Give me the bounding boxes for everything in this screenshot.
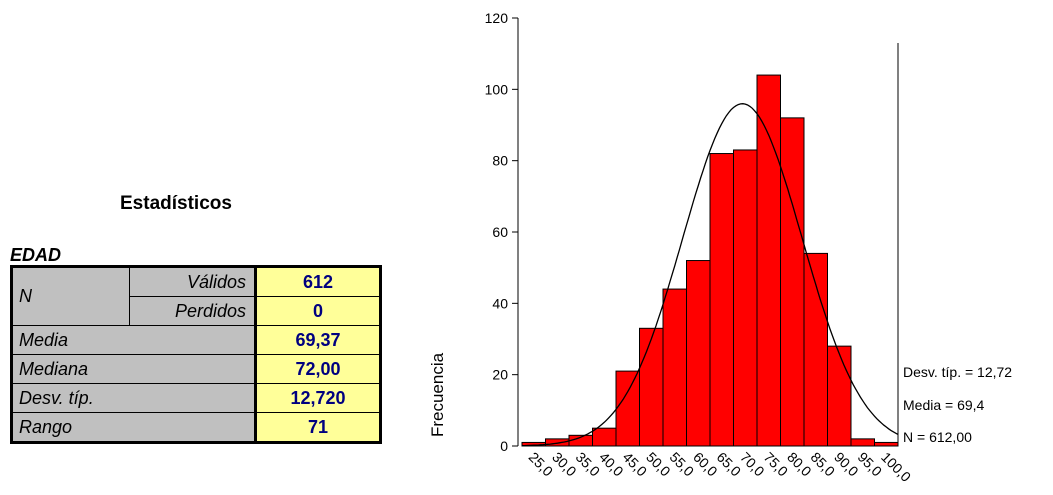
- y-axis-label: Frecuencia: [428, 352, 447, 437]
- histogram-bar: [615, 370, 640, 447]
- validos-value: 612: [254, 266, 381, 297]
- n-label: N: [11, 266, 130, 326]
- x-tick-label: 45,0: [620, 449, 651, 480]
- y-tick-label: 40: [492, 295, 508, 311]
- perdidos-label: Perdidos: [129, 296, 256, 326]
- desv-label: Desv. típ.: [11, 383, 256, 413]
- histogram-bar: [592, 427, 617, 447]
- normal-curve: [522, 103, 899, 447]
- bars: [521, 43, 899, 447]
- x-tick-label: 75,0: [761, 449, 792, 480]
- x-tick-label: 50,0: [643, 449, 674, 480]
- histogram-bar: [733, 149, 758, 447]
- perdidos-value: 0: [254, 296, 381, 326]
- y-tick-label: 120: [485, 10, 509, 26]
- table-row: Rango 71: [11, 412, 381, 443]
- rango-value: 71: [254, 412, 381, 443]
- histogram-bar: [780, 117, 805, 447]
- x-tick-label: 70,0: [737, 449, 768, 480]
- y-tick-label: 80: [492, 153, 508, 169]
- y-tick-label: 100: [485, 81, 509, 97]
- y-tick-label: 20: [492, 367, 508, 383]
- histogram-bar: [709, 153, 734, 447]
- legend-entry: N = 612,00: [903, 429, 972, 445]
- histogram-bar: [686, 260, 711, 447]
- x-tick-label: 25,0: [526, 449, 557, 480]
- histogram-bar: [639, 327, 664, 447]
- histogram-bar: [756, 74, 781, 447]
- statistics-table: N Válidos 612 Perdidos 0 Media 69,37 Med…: [10, 265, 382, 444]
- histogram-bar: [827, 345, 852, 447]
- desv-value: 12,720: [254, 383, 381, 413]
- x-tick-label: 95,0: [855, 449, 886, 480]
- y-axis: 0 20 40 60 80 100 120: [485, 10, 519, 454]
- validos-label: Válidos: [129, 266, 256, 297]
- mediana-label: Mediana: [11, 354, 256, 384]
- x-tick-label: 85,0: [808, 449, 839, 480]
- x-tick-label: 65,0: [714, 449, 745, 480]
- x-tick-label: 80,0: [784, 449, 815, 480]
- table-row: Media 69,37: [11, 325, 381, 355]
- table-row: Perdidos 0: [12, 296, 381, 326]
- table-row: N Válidos 612: [11, 266, 381, 326]
- histogram-bar: [545, 438, 570, 447]
- legend-entry: Desv. típ. = 12,72: [903, 364, 1012, 380]
- table-row: Desv. típ. 12,720: [11, 383, 381, 413]
- legend: Desv. típ. = 12,72 Media = 69,4 N = 612,00: [903, 364, 1012, 445]
- x-tick-label: 30,0: [549, 449, 580, 480]
- stats-title: Estadísticos: [120, 193, 232, 214]
- histogram-bar: [662, 288, 687, 447]
- x-axis: 25,030,035,040,045,050,055,060,065,070,0…: [526, 449, 915, 485]
- x-tick-label: 40,0: [596, 449, 627, 480]
- legend-entry: Media = 69,4: [903, 397, 985, 413]
- media-value: 69,37: [254, 325, 381, 355]
- table-row: Mediana 72,00: [11, 354, 381, 384]
- y-tick-label: 0: [500, 438, 508, 454]
- x-tick-label: 35,0: [573, 449, 604, 480]
- variable-label: EDAD: [10, 245, 62, 265]
- y-tick-label: 60: [492, 224, 508, 240]
- x-tick-label: 90,0: [831, 449, 862, 480]
- histogram-bar: [874, 441, 899, 447]
- media-label: Media: [11, 325, 256, 355]
- histogram-bar: [850, 438, 875, 447]
- x-tick-label: 60,0: [690, 449, 721, 480]
- mediana-value: 72,00: [254, 354, 381, 384]
- rango-label: Rango: [11, 412, 256, 443]
- x-tick-label: 55,0: [667, 449, 698, 480]
